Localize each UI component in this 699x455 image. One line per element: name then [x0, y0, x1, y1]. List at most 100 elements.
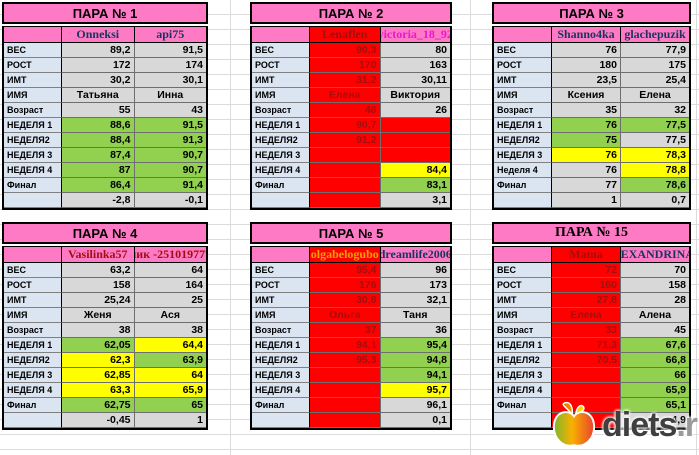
value-cell[interactable]: 91,5	[134, 118, 206, 133]
value-cell[interactable]: 164	[134, 278, 206, 293]
value-cell[interactable]: 31,2	[310, 73, 381, 88]
row-label-cell[interactable]: НЕДЕЛЯ 4	[4, 163, 62, 178]
value-cell[interactable]: 45	[621, 323, 689, 338]
row-label-cell[interactable]: НЕДЕЛЯ2	[4, 133, 62, 148]
value-cell[interactable]: 76	[552, 43, 621, 58]
value-cell[interactable]	[310, 148, 381, 163]
value-cell[interactable]	[380, 118, 450, 133]
value-cell[interactable]: Елена	[621, 88, 689, 103]
row-label-cell[interactable]	[252, 413, 310, 428]
row-label-cell[interactable]: ИМТ	[494, 293, 552, 308]
participant-name[interactable]: glachepuzik	[621, 27, 689, 43]
value-cell[interactable]: 32	[621, 103, 689, 118]
row-label-cell[interactable]	[4, 193, 62, 208]
row-label-cell[interactable]: Финал	[4, 398, 62, 413]
value-cell[interactable]: 33	[552, 323, 621, 338]
value-cell[interactable]: 90,7	[134, 163, 206, 178]
value-cell[interactable]: 30,1	[134, 73, 206, 88]
row-label-cell[interactable]: ИМТ	[4, 293, 62, 308]
value-cell[interactable]: 71,3	[552, 338, 621, 353]
row-label-cell[interactable]: РОСТ	[252, 58, 310, 73]
participant-name[interactable]: Onneksi	[62, 27, 135, 43]
value-cell[interactable]: 1	[552, 193, 621, 208]
participant-name[interactable]: Shanno4ka	[552, 27, 621, 43]
row-label-cell[interactable]: НЕДЕЛЯ 3	[252, 148, 310, 163]
value-cell[interactable]: 0,1	[380, 413, 450, 428]
row-label-cell[interactable]: ИМЯ	[4, 88, 62, 103]
value-cell[interactable]: 78,6	[621, 178, 689, 193]
value-cell[interactable]: -2,8	[62, 193, 135, 208]
value-cell[interactable]: 66	[621, 368, 689, 383]
row-label-cell[interactable]: Финал	[4, 178, 62, 193]
value-cell[interactable]	[310, 368, 381, 383]
value-cell[interactable]: 63,3	[62, 383, 135, 398]
row-label-cell[interactable]: НЕДЕЛЯ 1	[4, 118, 62, 133]
value-cell[interactable]: 65	[134, 398, 206, 413]
row-label-cell[interactable]: ВЕС	[494, 43, 552, 58]
value-cell[interactable]: 80	[380, 43, 450, 58]
row-label-cell[interactable]: НЕДЕЛЯ2	[252, 353, 310, 368]
row-label-cell[interactable]: ВЕС	[4, 43, 62, 58]
value-cell[interactable]: 95,4	[380, 338, 450, 353]
participant-name[interactable]: dreamlife2006	[380, 247, 450, 263]
value-cell[interactable]: 87,4	[62, 148, 135, 163]
row-label-cell[interactable]: Финал	[494, 398, 552, 413]
row-label-cell[interactable]: Финал	[494, 178, 552, 193]
value-cell[interactable]: 77,5	[621, 118, 689, 133]
row-label-cell[interactable]: ИМЯ	[252, 88, 310, 103]
value-cell[interactable]: 55	[62, 103, 135, 118]
value-cell[interactable]	[310, 383, 381, 398]
row-label-cell[interactable]: НЕДЕЛЯ 4	[252, 163, 310, 178]
row-label-cell[interactable]: НЕДЕЛЯ 3	[494, 368, 552, 383]
row-label-cell[interactable]: Финал	[252, 398, 310, 413]
value-cell[interactable]: 180	[552, 58, 621, 73]
value-cell[interactable]	[552, 383, 621, 398]
value-cell[interactable]: Татьяна	[62, 88, 135, 103]
value-cell[interactable]: 95,4	[310, 263, 381, 278]
participant-name[interactable]: olgabelogubo	[310, 247, 381, 263]
row-label-cell[interactable]: НЕДЕЛЯ 4	[252, 383, 310, 398]
row-label-cell[interactable]: ИМЯ	[494, 308, 552, 323]
value-cell[interactable]: -0,1	[134, 193, 206, 208]
value-cell[interactable]: 35	[552, 103, 621, 118]
row-label-cell[interactable]: ИМТ	[252, 73, 310, 88]
row-label-cell[interactable]	[494, 193, 552, 208]
row-label-cell[interactable]: ИМТ	[252, 293, 310, 308]
value-cell[interactable]: 3,1	[380, 193, 450, 208]
value-cell[interactable]: 37	[310, 323, 381, 338]
row-label-cell[interactable]: РОСТ	[4, 58, 62, 73]
value-cell[interactable]: 70	[621, 263, 689, 278]
value-cell[interactable]: 77,9	[621, 43, 689, 58]
value-cell[interactable]: Елена	[552, 308, 621, 323]
value-cell[interactable]: 26	[380, 103, 450, 118]
value-cell[interactable]: 27,8	[552, 293, 621, 308]
participant-name[interactable]: api75	[134, 27, 206, 43]
value-cell[interactable]: 0,7	[621, 193, 689, 208]
value-cell[interactable]: 38	[62, 323, 135, 338]
value-cell[interactable]: 174	[134, 58, 206, 73]
value-cell[interactable]: 83,1	[380, 178, 450, 193]
pair-title[interactable]: ПАРА № 15	[492, 222, 691, 244]
value-cell[interactable]: 84,4	[380, 163, 450, 178]
value-cell[interactable]: 90,3	[310, 43, 381, 58]
value-cell[interactable]: 95,3	[310, 353, 381, 368]
row-label-cell[interactable]: НЕДЕЛЯ 1	[494, 118, 552, 133]
value-cell[interactable]: 43	[134, 103, 206, 118]
value-cell[interactable]: Ксения	[552, 88, 621, 103]
value-cell[interactable]: 62,85	[62, 368, 135, 383]
row-label-cell[interactable]: РОСТ	[494, 58, 552, 73]
value-cell[interactable]: 91,5	[134, 43, 206, 58]
row-label-cell[interactable]: НЕДЕЛЯ2	[4, 353, 62, 368]
value-cell[interactable]: 176	[310, 278, 381, 293]
value-cell[interactable]: 95,7	[380, 383, 450, 398]
participant-name[interactable]: ник -251019777	[134, 247, 206, 263]
value-cell[interactable]: 25,24	[62, 293, 135, 308]
participant-name[interactable]: victoria_18_92	[380, 27, 450, 43]
value-cell[interactable]: 30,8	[310, 293, 381, 308]
row-label-cell[interactable]: ИМТ	[4, 73, 62, 88]
value-cell[interactable]: 94,1	[380, 368, 450, 383]
value-cell[interactable]: 64	[134, 263, 206, 278]
value-cell[interactable]: 89,2	[62, 43, 135, 58]
row-label-cell[interactable]: РОСТ	[494, 278, 552, 293]
row-label-cell[interactable]: НЕДЕЛЯ2	[494, 133, 552, 148]
